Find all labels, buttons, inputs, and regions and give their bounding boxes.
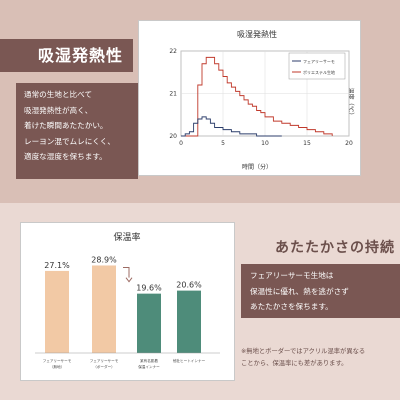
category-label: フェアリーサーモ bbox=[43, 358, 72, 363]
footnote-line: ことから、保温率にも差があります。 bbox=[241, 359, 348, 367]
line-chart-card: 吸湿発熱性 温度（℃） 時間（分） 0 5 10 15 20 20 21 22 フェアリーサー… bbox=[138, 20, 361, 176]
section-title-moisture-heat: 吸湿発熱性 bbox=[0, 39, 133, 72]
category-label: 某有名肌着 bbox=[140, 358, 158, 363]
arrow-head bbox=[125, 277, 133, 283]
bar bbox=[177, 290, 201, 353]
description-line: 吸湿発熱性が高く、 bbox=[24, 105, 93, 115]
data-label: 20.6% bbox=[176, 281, 202, 290]
chart-title: 保温率 bbox=[113, 231, 140, 243]
category-label: （ボーダー） bbox=[93, 364, 115, 369]
description-line: フェアリーサーモ生地は bbox=[250, 271, 334, 280]
chart-legend: フェアリーサーモ ポリエステル生地 bbox=[288, 52, 346, 80]
bar bbox=[137, 293, 161, 353]
data-label: 28.9% bbox=[91, 255, 117, 264]
bar bbox=[45, 270, 69, 353]
description-line: あたたかさを保ちます。 bbox=[250, 302, 333, 311]
footnote-line: ※無地とボーダーではアクリル混率が異なる bbox=[241, 348, 366, 355]
arrow-line bbox=[123, 266, 130, 278]
y-axis-label: 温度（℃） bbox=[347, 88, 355, 119]
legend-entry: ポリエステル生地 bbox=[303, 69, 335, 75]
description-line: レーヨン混でムレにくく、 bbox=[24, 136, 115, 146]
x-tick-label: 10 bbox=[261, 140, 269, 147]
description-box-moisture-heat: 通常の生地と比べて 吸湿発熱性が高く、 着けた瞬間あたたかい。 レーヨン混でムレ… bbox=[16, 83, 138, 179]
data-label: 27.1% bbox=[44, 261, 70, 270]
bar-chart-card: 保温率 27.1% 28.9% 19.6% 20.6% フェアリーサーモ （無地） フェア… bbox=[20, 222, 235, 381]
section-title-warmth-retention: あたたかさの持続 bbox=[275, 240, 395, 256]
data-label: 19.6% bbox=[136, 284, 162, 293]
bar-chart: 保温率 27.1%28.9%19.6% 20.6% フェアリーサーモ（無地）フェア… bbox=[35, 231, 220, 369]
x-tick-label: 0 bbox=[179, 140, 183, 147]
description-line: 保温性に優れ、熱を逃がさず bbox=[250, 286, 349, 296]
series-line bbox=[181, 116, 282, 137]
footnote: ※無地とボーダーではアクリル混率が異なる ことから、保温率にも差があります。 bbox=[241, 346, 399, 369]
legend-entry: フェアリーサーモ bbox=[303, 59, 335, 64]
description-line: 適度な湿度を保ちます。 bbox=[24, 152, 107, 161]
category-label: （無地） bbox=[50, 364, 64, 369]
category-label: 他社ヒートインナー bbox=[173, 358, 206, 363]
category-label: 保温インナー bbox=[138, 364, 160, 369]
y-tick-label: 21 bbox=[169, 91, 177, 98]
description-line: 通常の生地と比べて bbox=[24, 90, 93, 99]
chart-title: 吸湿発熱性 bbox=[237, 29, 277, 39]
description-line: 着けた瞬間あたたかい。 bbox=[24, 121, 108, 130]
y-tick-label: 20 bbox=[169, 133, 177, 140]
x-tick-label: 20 bbox=[345, 140, 353, 147]
category-label: フェアリーサーモ bbox=[90, 358, 119, 363]
x-tick-label: 5 bbox=[221, 140, 225, 147]
x-tick-label: 15 bbox=[303, 140, 311, 147]
description-box-warmth-retention: フェアリーサーモ生地は 保温性に優れ、熱を逃がさず あたたかさを保ちます。 bbox=[241, 264, 400, 318]
series-line bbox=[181, 56, 333, 137]
bar bbox=[92, 265, 116, 353]
x-axis-label: 時間（分） bbox=[242, 163, 272, 171]
line-chart: 吸湿発熱性 温度（℃） 時間（分） 0 5 10 15 20 20 21 22 フェアリーサー… bbox=[169, 29, 355, 171]
y-tick-label: 22 bbox=[169, 48, 177, 55]
